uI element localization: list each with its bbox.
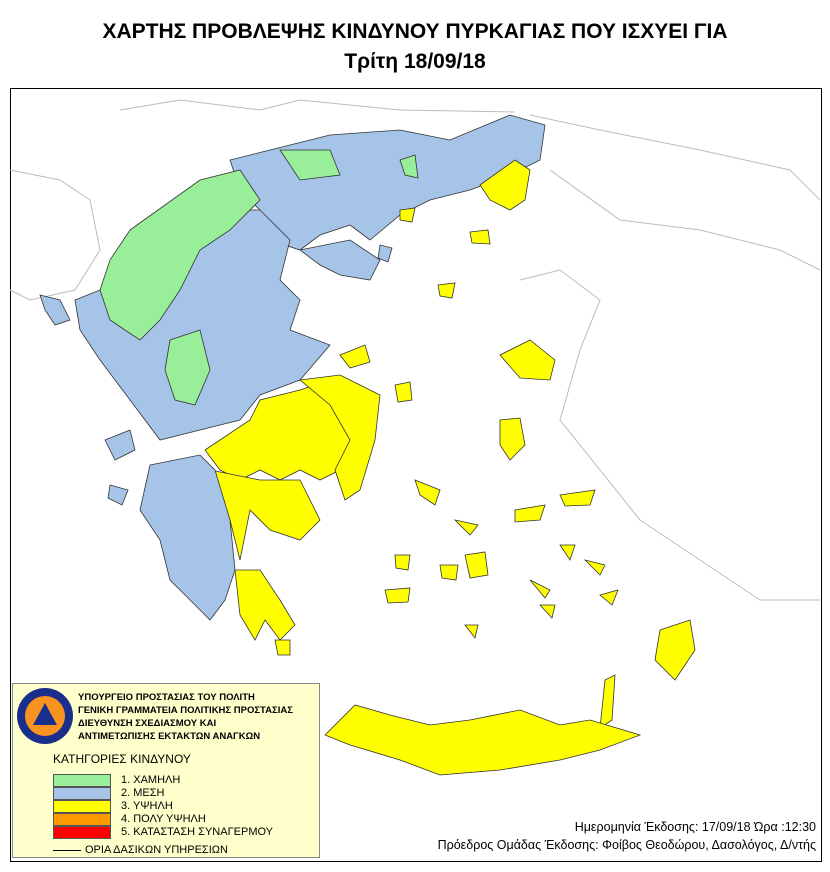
island-milos <box>384 587 411 604</box>
neighbor-borders <box>9 99 821 601</box>
legend-item-low: 1. ΧΑΜΗΛΗ <box>53 773 180 787</box>
region-pindos <box>164 329 211 406</box>
island-limnos <box>469 229 491 245</box>
issuer: Πρόεδρος Ομάδας Έκδοσης: Φοίβος Θεοδώρου… <box>437 838 816 852</box>
org-line: ΥΠΟΥΡΓΕΙΟ ΠΡΟΣΤΑΣΙΑΣ ΤΟΥ ΠΟΛΙΤΗ <box>78 692 255 703</box>
categories-title: ΚΑΤΗΓΟΡΙΕΣ ΚΙΝΔΥΝΟΥ <box>53 752 191 766</box>
legend-panel: ΥΠΟΥΡΓΕΙΟ ΠΡΟΣΤΑΣΙΑΣ ΤΟΥ ΠΟΛΙΤΗ ΓΕΝΙΚΗ Γ… <box>12 683 320 858</box>
region-w-peloponnese <box>139 454 236 621</box>
island-tinos <box>453 519 479 536</box>
island-astypalaia <box>539 604 556 619</box>
legend-label: 5. ΚΑΤΑΣΤΑΣΗ ΣΥΝΑΓΕΡΜΟΥ <box>121 826 274 838</box>
legend-item-very-high: 4. ΠΟΛΥ ΥΨΗΛΗ <box>53 812 206 826</box>
island-zakynthos <box>107 484 129 506</box>
island-kefalonia <box>104 429 136 461</box>
region-n-macedonia <box>279 149 341 181</box>
island-amorgos <box>529 579 551 599</box>
island-samothraki <box>399 207 416 223</box>
island-kea <box>394 554 411 571</box>
island-santorini <box>464 624 479 639</box>
albania-border <box>9 169 101 301</box>
region-laconia <box>234 569 296 641</box>
island-lesvos <box>499 339 556 381</box>
org-line: ΔΙΕΥΘΥΝΣΗ ΣΧΕΔΙΑΣΜΟΥ ΚΑΙ <box>78 718 217 729</box>
civil-protection-logo <box>17 688 73 744</box>
legend-label: 3. ΥΨΗΛΗ <box>121 800 173 812</box>
region-evros <box>479 159 531 211</box>
island-leros <box>559 544 576 561</box>
region-kythira <box>274 639 291 656</box>
island-corfu <box>39 294 71 326</box>
island-skyros <box>394 381 413 403</box>
map-title: ΧΑΡΤΗΣ ΠΡΟΒΛΕΨΗΣ ΚΙΝΔΥΝΟΥ ΠΥΡΚΑΓΙΑΣ ΠΟΥ … <box>102 20 728 43</box>
regions <box>39 114 696 776</box>
region-halkidiki <box>299 239 381 281</box>
legend-item-high: 3. ΥΨΗΛΗ <box>53 799 173 813</box>
region-kavala <box>399 154 419 179</box>
north-border <box>119 99 516 113</box>
turkey-north-coast <box>529 114 821 201</box>
map-date: Τρίτη 18/09/18 <box>344 50 486 73</box>
map-frame <box>10 88 822 862</box>
legend-label: 4. ΠΟΛΥ ΥΨΗΛΗ <box>121 813 206 825</box>
island-crete <box>324 704 642 776</box>
island-ikaria <box>559 489 596 507</box>
region-ne-peloponnese <box>209 469 321 561</box>
legend-label: 1. ΧΑΜΗΛΗ <box>121 774 181 786</box>
legend-label: ΟΡΙΑ ΔΑΣΙΚΩΝ ΥΠΗΡΕΣΙΩΝ <box>85 844 228 856</box>
legend-item-medium: 2. ΜΕΣΗ <box>53 786 164 800</box>
organization-text: ΥΠΟΥΡΓΕΙΟ ΠΡΟΣΤΑΣΙΑΣ ΤΟΥ ΠΟΛΙΤΗ ΓΕΝΙΚΗ Γ… <box>78 691 293 743</box>
legend-item-boundaries: ΟΡΙΑ ΔΑΣΙΚΩΝ ΥΠΗΡΕΣΙΩΝ <box>53 844 228 856</box>
island-kos <box>583 559 606 576</box>
region-evia <box>299 374 381 501</box>
island-paros <box>439 564 459 581</box>
region-epirus-w-macedonia <box>99 169 261 341</box>
island-samos <box>514 504 546 523</box>
island-tilos <box>599 589 619 606</box>
legend-label: 2. ΜΕΣΗ <box>121 787 165 799</box>
island-chios <box>499 417 526 461</box>
island-thasos <box>377 244 393 263</box>
turkey-west-coast <box>519 269 820 601</box>
island-karpathos <box>599 674 616 729</box>
issue-date: Ημερομηνία Έκδοσης: 17/09/18 Ώρα :12:30 <box>574 820 816 834</box>
island-andros <box>414 479 441 506</box>
island-naxos <box>464 551 489 579</box>
island-rhodes <box>654 619 696 681</box>
island-sporades <box>339 344 371 369</box>
island-agios-efstratios <box>437 282 456 299</box>
legend-item-alarm: 5. ΚΑΤΑΣΤΑΣΗ ΣΥΝΑΓΕΡΜΟΥ <box>53 825 273 839</box>
org-line: ΓΕΝΙΚΗ ΓΡΑΜΜΑΤΕΙΑ ΠΟΛΙΤΙΚΗΣ ΠΡΟΣΤΑΣΙΑΣ <box>78 705 293 716</box>
turkey-inland <box>549 169 821 271</box>
org-line: ΑΝΤΙΜΕΤΩΠΙΣΗΣ ΕΚΤΑΚΤΩΝ ΑΝΑΓΚΩΝ <box>78 731 261 742</box>
